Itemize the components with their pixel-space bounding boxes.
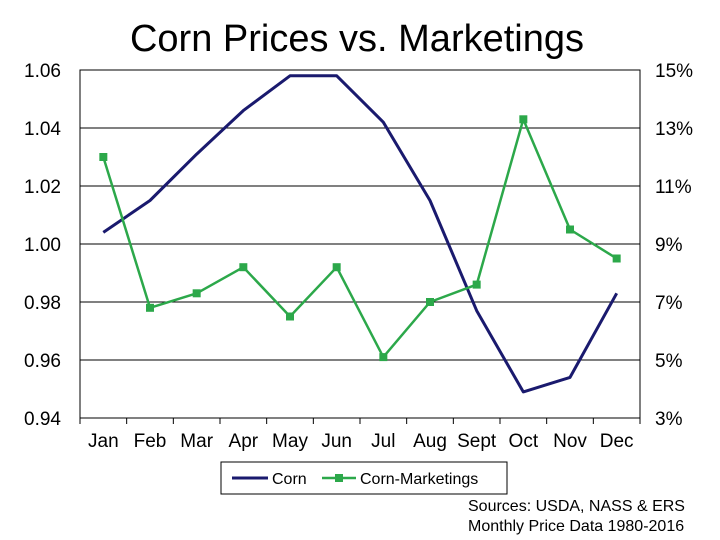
y-left-tick-label: 1.02 <box>24 177 61 198</box>
y-left-tick-label: 1.00 <box>24 235 61 256</box>
legend-label-corn: Corn <box>272 471 307 488</box>
series-line-corn-marketings <box>102 118 618 359</box>
y-right-tick-label: 9% <box>655 235 683 256</box>
y-left-tick-label: 0.96 <box>24 351 61 372</box>
chart-title: Corn Prices vs. Marketings <box>129 18 584 60</box>
legend-label-marketings: Corn-Marketings <box>360 471 478 488</box>
data-point-marketings <box>146 303 154 312</box>
data-point-marketings <box>472 280 481 289</box>
source-line-1: Sources: USDA, NASS & ERS <box>468 498 685 515</box>
data-point-marketings <box>332 263 341 272</box>
source-note: Sources: USDA, NASS & ERS Monthly Price … <box>468 497 685 537</box>
data-point-marketings <box>379 353 388 362</box>
y-left-tick-label: 1.06 <box>24 61 61 82</box>
x-tick-label: Jun <box>321 431 352 452</box>
y-right-tick-label: 7% <box>655 293 683 314</box>
source-line-2: Monthly Price Data 1980-2016 <box>468 518 685 535</box>
legend-box <box>220 461 508 495</box>
data-point-marketings <box>99 153 108 161</box>
x-tick-label: Oct <box>509 431 539 452</box>
x-tick-label: Feb <box>134 431 167 452</box>
y-left-tick-label: 0.98 <box>24 293 61 314</box>
x-tick-label: May <box>272 431 308 452</box>
data-point-marketings <box>192 289 201 298</box>
y-right-tick-label: 5% <box>655 351 683 372</box>
x-tick-label: Apr <box>229 431 259 452</box>
data-point-marketings <box>612 254 621 263</box>
data-point-marketings <box>519 115 528 124</box>
data-point-marketings <box>566 225 574 234</box>
data-point-marketings <box>286 312 294 321</box>
x-tick-label: Mar <box>180 431 213 452</box>
y-left-tick-label: 0.94 <box>24 409 61 430</box>
x-tick-label: Aug <box>413 431 447 452</box>
series-line-corn <box>102 74 619 394</box>
x-tick-label: Jul <box>371 431 395 452</box>
x-tick-label: Nov <box>553 431 587 452</box>
legend-marker-marketings <box>335 474 343 482</box>
data-point-marketings <box>426 298 434 306</box>
y-right-tick-label: 15% <box>655 61 693 82</box>
y-right-tick-label: 13% <box>655 119 693 140</box>
x-tick-label: Dec <box>600 431 634 452</box>
y-left-tick-label: 1.04 <box>24 119 61 140</box>
x-tick-label: Sept <box>457 431 497 452</box>
data-point-marketings <box>239 263 248 272</box>
y-right-tick-label: 3% <box>655 409 683 430</box>
y-right-tick-label: 11% <box>655 177 692 198</box>
x-tick-label: Jan <box>88 431 119 452</box>
